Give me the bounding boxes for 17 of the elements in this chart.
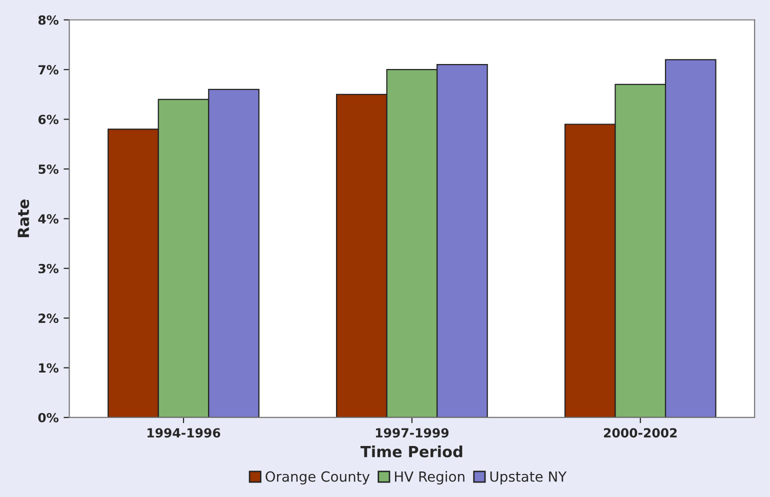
x-tick-label: 1997-1999 bbox=[376, 428, 449, 438]
y-tick-label: 2% bbox=[38, 314, 58, 324]
legend-label: Upstate NY bbox=[490, 471, 567, 484]
x-tick-label: 2000-2002 bbox=[604, 428, 677, 438]
y-tick-label: 1% bbox=[39, 363, 58, 373]
y-tick-label: 8% bbox=[38, 15, 58, 25]
y-tick-label: 6% bbox=[38, 114, 58, 124]
x-tick-label: 1994-1996 bbox=[148, 428, 220, 438]
legend-label: Orange County bbox=[266, 471, 370, 484]
y-tick-label: 4% bbox=[38, 214, 58, 224]
y-tick-label: 5% bbox=[38, 164, 58, 174]
legend-label: HV Region bbox=[395, 471, 464, 484]
y-axis-title: Rate bbox=[18, 200, 30, 238]
y-tick-label: 7% bbox=[38, 65, 58, 75]
y-tick-label: 0% bbox=[38, 412, 58, 422]
y-tick-label: 3% bbox=[38, 264, 58, 274]
x-axis-title: Time Period bbox=[360, 446, 462, 458]
